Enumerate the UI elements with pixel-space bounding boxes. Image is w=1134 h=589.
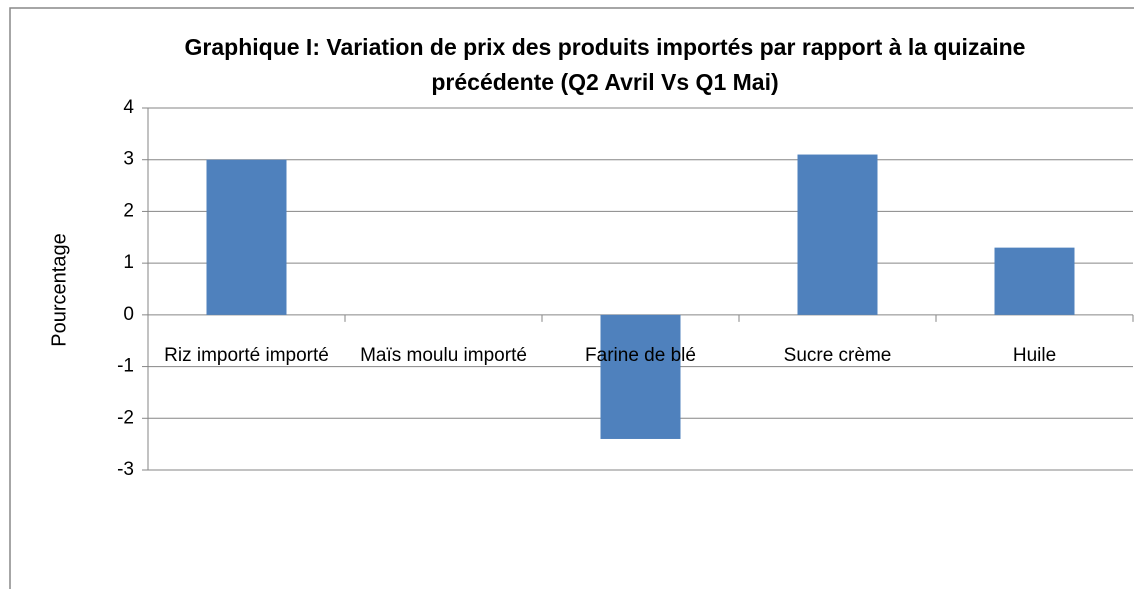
y-tick-label: -1 xyxy=(117,356,134,377)
bar xyxy=(797,154,878,315)
y-tick-label: 4 xyxy=(123,97,134,118)
bar xyxy=(600,314,681,439)
chart-frame xyxy=(9,7,1134,589)
x-tick-label: Riz importé importé xyxy=(164,344,329,366)
y-tick-label: 2 xyxy=(123,200,134,221)
y-tick-label: -3 xyxy=(117,459,134,480)
y-tick-label: -2 xyxy=(117,407,134,428)
bar xyxy=(206,159,287,315)
x-tick-label: Farine de blé xyxy=(585,344,696,366)
x-tick-label: Huile xyxy=(1012,344,1057,366)
bar xyxy=(994,247,1075,315)
chart-title: Graphique I: Variation de prix des produ… xyxy=(184,34,1026,95)
y-tick-label: 0 xyxy=(123,304,134,325)
y-tick-label: 1 xyxy=(123,252,134,273)
x-tick-label: Sucre crème xyxy=(783,344,892,366)
y-tick-label: 3 xyxy=(123,149,134,170)
y-axis-label: Pourcentage xyxy=(48,233,70,346)
x-tick-label: Maïs moulu importé xyxy=(360,344,527,366)
